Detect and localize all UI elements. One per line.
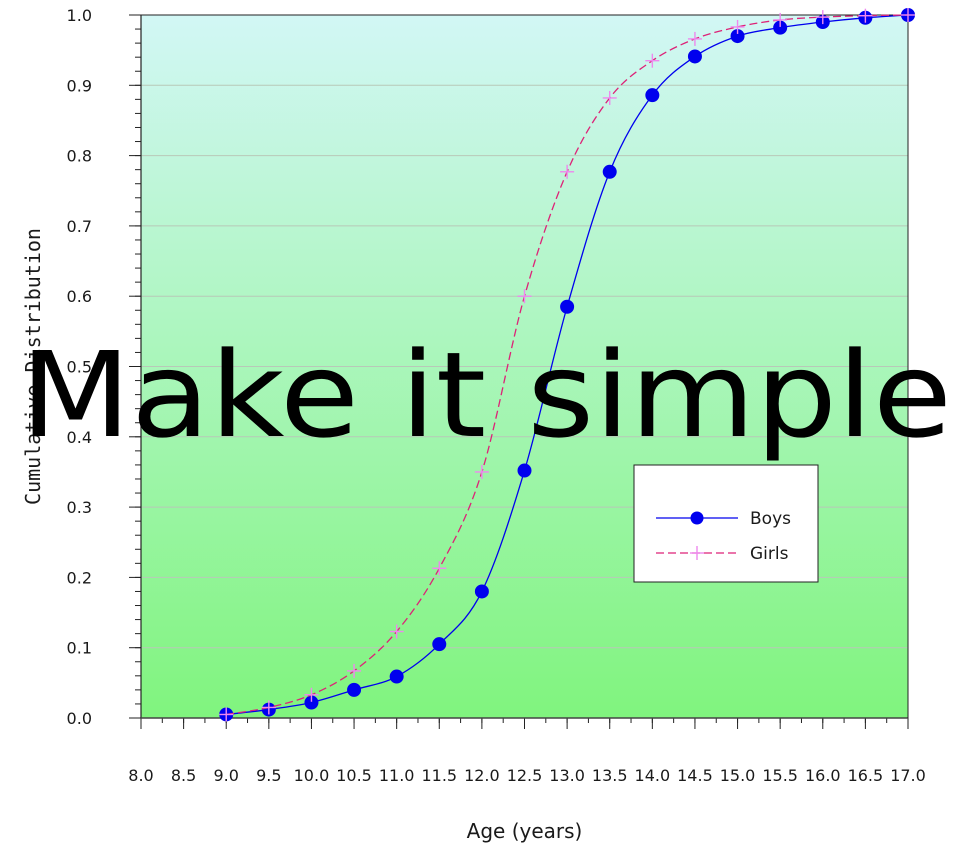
legend-box	[633, 464, 819, 583]
y-tick-label: 0.4	[67, 428, 92, 447]
x-tick-label: 8.5	[171, 766, 196, 785]
x-tick-label: 11.0	[379, 766, 415, 785]
y-tick-label: 0.6	[67, 287, 92, 306]
data-point-boys	[474, 584, 489, 599]
data-point-boys	[389, 669, 404, 684]
x-tick-label: 11.5	[421, 766, 457, 785]
y-tick-label: 0.1	[67, 639, 92, 658]
data-point-girls	[687, 31, 702, 46]
data-point-girls	[730, 19, 745, 34]
data-point-girls	[815, 10, 830, 25]
legend-marker-boys	[690, 511, 704, 525]
x-tick-label: 16.5	[848, 766, 884, 785]
legend-label-girls: Girls	[750, 544, 789, 564]
data-point-girls	[858, 8, 873, 23]
x-tick-label: 15.0	[720, 766, 756, 785]
y-axis-title: Cumulative Distribution	[21, 228, 45, 505]
series	[219, 8, 915, 722]
x-tick-label: 9.5	[256, 766, 281, 785]
y-tick-label: 0.8	[67, 147, 92, 166]
x-tick-label: 14.5	[677, 766, 713, 785]
y-tick-label: 0.5	[67, 358, 92, 377]
x-tick-label: 13.5	[592, 766, 628, 785]
x-tick-label: 10.5	[336, 766, 372, 785]
data-point-girls	[474, 464, 489, 479]
y-tick-label: 0.2	[67, 568, 92, 587]
data-point-boys	[645, 88, 660, 103]
data-point-girls	[602, 90, 617, 105]
data-point-girls	[219, 707, 234, 722]
y-tick-label: 1.0	[67, 6, 92, 25]
data-point-girls	[304, 687, 319, 702]
data-point-girls	[645, 53, 660, 68]
x-tick-label: 16.0	[805, 766, 841, 785]
x-tick-label: 12.0	[464, 766, 500, 785]
x-tick-label: 15.5	[762, 766, 798, 785]
x-tick-label: 8.0	[128, 766, 153, 785]
legend-marker-girls	[690, 546, 704, 560]
data-point-girls	[560, 164, 575, 179]
data-point-boys	[517, 463, 532, 478]
x-tick-label: 14.0	[635, 766, 671, 785]
legend-label-boys: Boys	[750, 509, 791, 529]
data-point-girls	[517, 289, 532, 304]
data-point-boys	[560, 299, 575, 314]
y-tick-label: 0.7	[67, 217, 92, 236]
x-tick-label: 10.0	[294, 766, 330, 785]
x-tick-label: 12.5	[507, 766, 543, 785]
legend: Boys Girls	[633, 464, 819, 583]
data-point-boys	[347, 682, 362, 697]
data-point-girls	[389, 624, 404, 639]
data-point-boys	[432, 637, 447, 652]
data-point-girls	[261, 700, 276, 715]
data-point-boys	[687, 49, 702, 64]
data-point-girls	[347, 663, 362, 678]
data-point-girls	[901, 8, 915, 22]
data-point-boys	[602, 164, 617, 179]
y-tick-label: 0.9	[67, 76, 92, 95]
x-axis-title: Age (years)	[467, 819, 583, 843]
y-tick-label: 0.0	[67, 709, 92, 728]
x-tick-label: 17.0	[890, 766, 926, 785]
data-point-girls	[432, 561, 447, 576]
x-tick-label: 13.0	[549, 766, 585, 785]
y-tick-label: 0.3	[67, 498, 92, 517]
axes: 0.0 0.1 0.2 0.3 0.4 0.5 0.6 0.7 0.8 0.9 1.0 8.0 8.5 9…	[67, 6, 926, 785]
x-tick-label: 9.0	[213, 766, 238, 785]
overlay-text: Make it simple	[20, 326, 952, 464]
data-point-girls	[773, 12, 788, 27]
